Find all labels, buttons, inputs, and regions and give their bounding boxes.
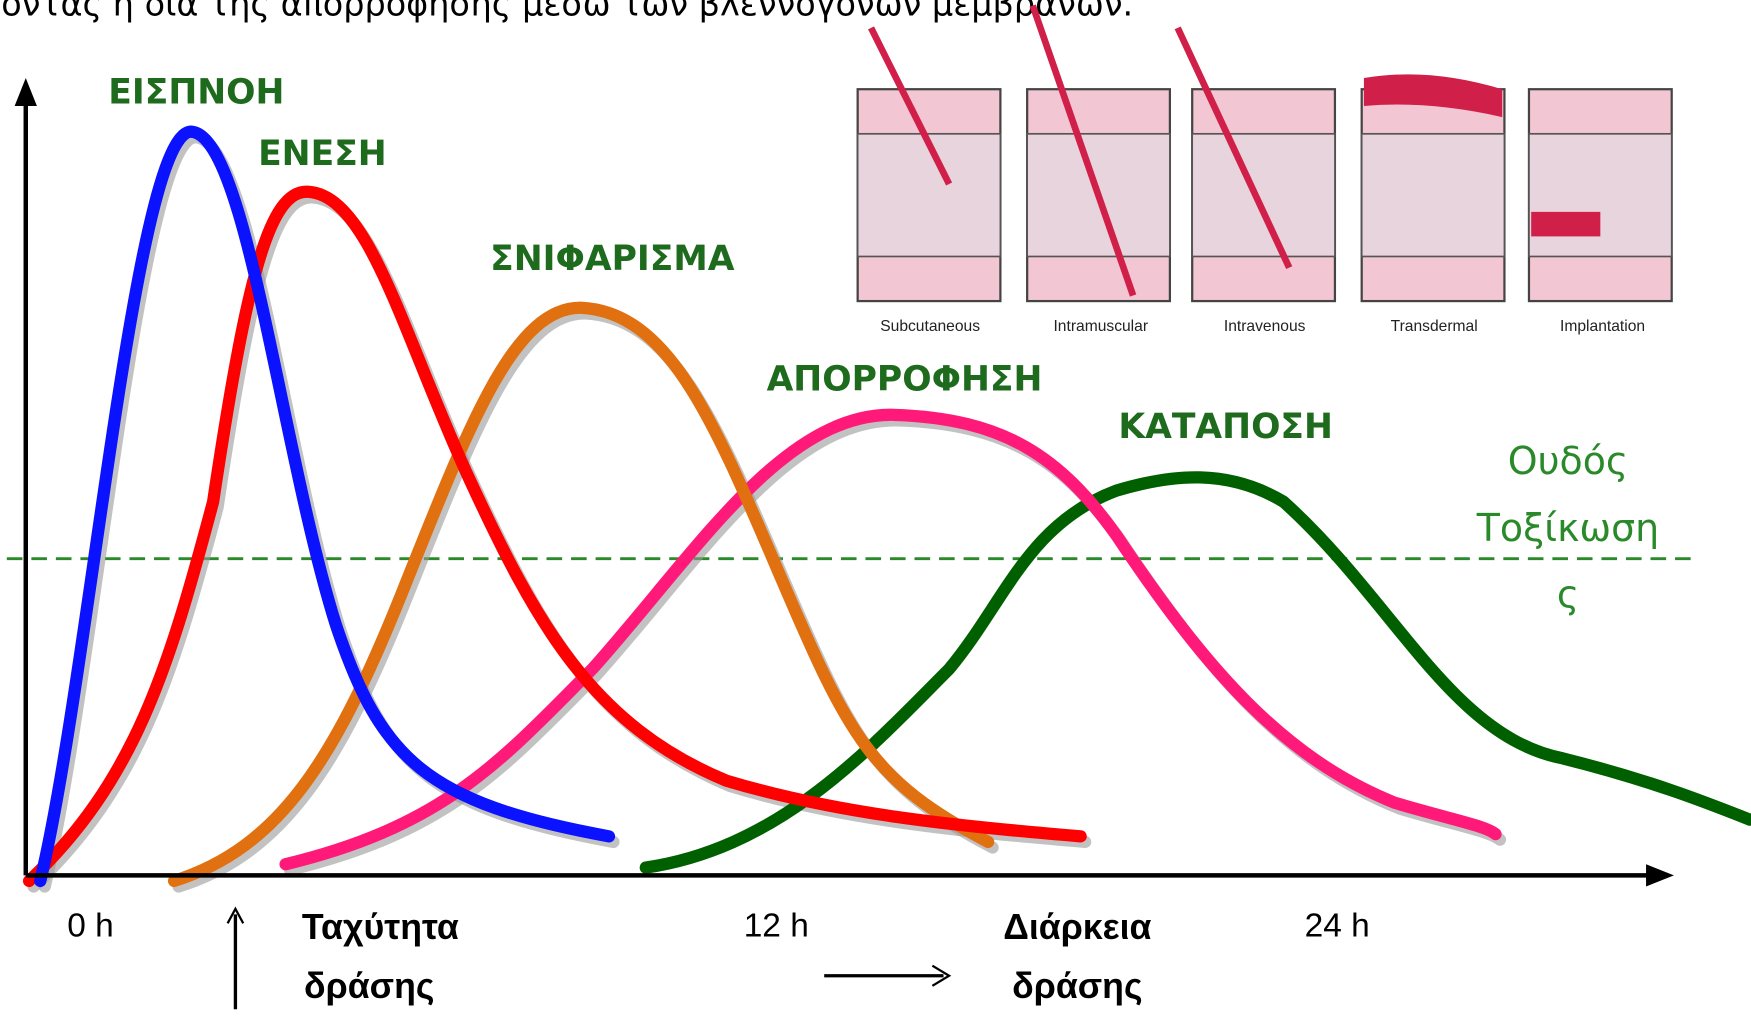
threshold-label: Τοξίκωση — [1476, 506, 1659, 550]
speed-label: Ταχύτητα — [302, 907, 459, 947]
skin-panels: Subcutaneous Intramuscular Intravenous T… — [858, 6, 1672, 336]
diagram: όντας η διά της απορρόφησης μέσω των βλε… — [0, 0, 1751, 1017]
route-label: Transdermal — [1391, 318, 1478, 335]
speed-label: δράσης — [304, 966, 434, 1006]
curve-label: ΕΙΣΠΝΟΗ — [108, 73, 284, 113]
threshold-label: ς — [1557, 573, 1579, 617]
y-axis-arrow — [15, 78, 37, 106]
threshold-label: Ουδός — [1508, 439, 1628, 483]
duration-label: δράσης — [1012, 966, 1142, 1006]
time-label: 0 h — [67, 908, 113, 945]
duration-label: Διάρκεια — [1003, 907, 1151, 947]
x-axis-arrow — [1646, 864, 1674, 886]
route-label: Implantation — [1560, 318, 1645, 335]
time-label: 24 h — [1305, 908, 1370, 945]
curve-label: ΚΑΤΑΠΟΣΗ — [1118, 407, 1333, 447]
route-label: Intravenous — [1224, 318, 1306, 335]
curve-label: ΣΝΙΦΑΡΙΣΜΑ — [490, 239, 735, 279]
curve-label: ΕΝΕΣΗ — [258, 134, 387, 174]
curve-label: ΑΠΟΡΡΟΦΗΣΗ — [767, 359, 1043, 399]
header-text: όντας η διά της απορρόφησης μέσω των βλε… — [1, 0, 1133, 24]
route-label: Intramuscular — [1053, 318, 1148, 335]
time-label: 12 h — [744, 908, 809, 945]
route-label: Subcutaneous — [880, 318, 980, 335]
